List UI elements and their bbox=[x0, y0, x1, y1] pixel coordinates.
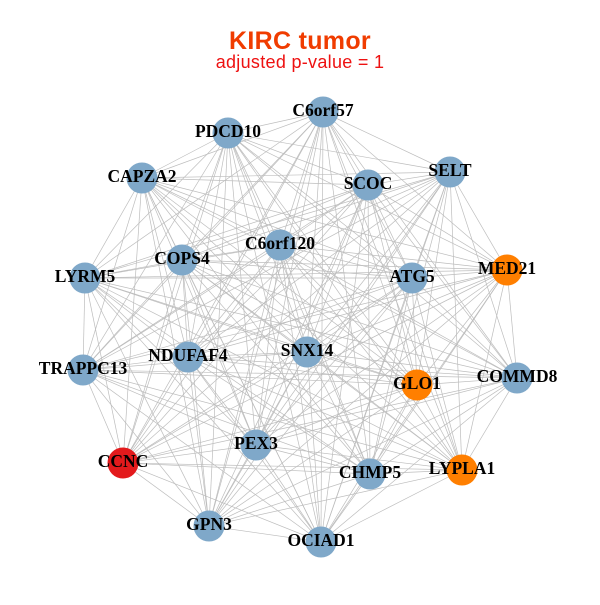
svg-text:NDUFAF4: NDUFAF4 bbox=[148, 345, 228, 365]
svg-text:CHMP5: CHMP5 bbox=[339, 462, 401, 482]
svg-text:SELT: SELT bbox=[428, 160, 471, 180]
svg-text:LYRM5: LYRM5 bbox=[55, 266, 116, 286]
svg-text:C6orf120: C6orf120 bbox=[245, 233, 315, 253]
svg-text:COMMD8: COMMD8 bbox=[477, 366, 558, 386]
svg-text:PEX3: PEX3 bbox=[234, 433, 278, 453]
svg-text:SCOC: SCOC bbox=[344, 173, 393, 193]
svg-text:OCIAD1: OCIAD1 bbox=[287, 530, 354, 550]
svg-text:TRAPPC13: TRAPPC13 bbox=[39, 358, 128, 378]
svg-text:CAPZA2: CAPZA2 bbox=[107, 166, 176, 186]
svg-text:GLO1: GLO1 bbox=[393, 373, 441, 393]
svg-text:SNX14: SNX14 bbox=[281, 340, 334, 360]
svg-text:LYPLA1: LYPLA1 bbox=[429, 458, 495, 478]
svg-text:MED21: MED21 bbox=[478, 258, 536, 278]
svg-text:PDCD10: PDCD10 bbox=[195, 121, 261, 141]
svg-text:C6orf57: C6orf57 bbox=[292, 100, 353, 120]
svg-text:GPN3: GPN3 bbox=[186, 514, 232, 534]
svg-text:COPS4: COPS4 bbox=[154, 248, 210, 268]
svg-text:CCNC: CCNC bbox=[98, 451, 149, 471]
svg-text:ATG5: ATG5 bbox=[389, 266, 435, 286]
